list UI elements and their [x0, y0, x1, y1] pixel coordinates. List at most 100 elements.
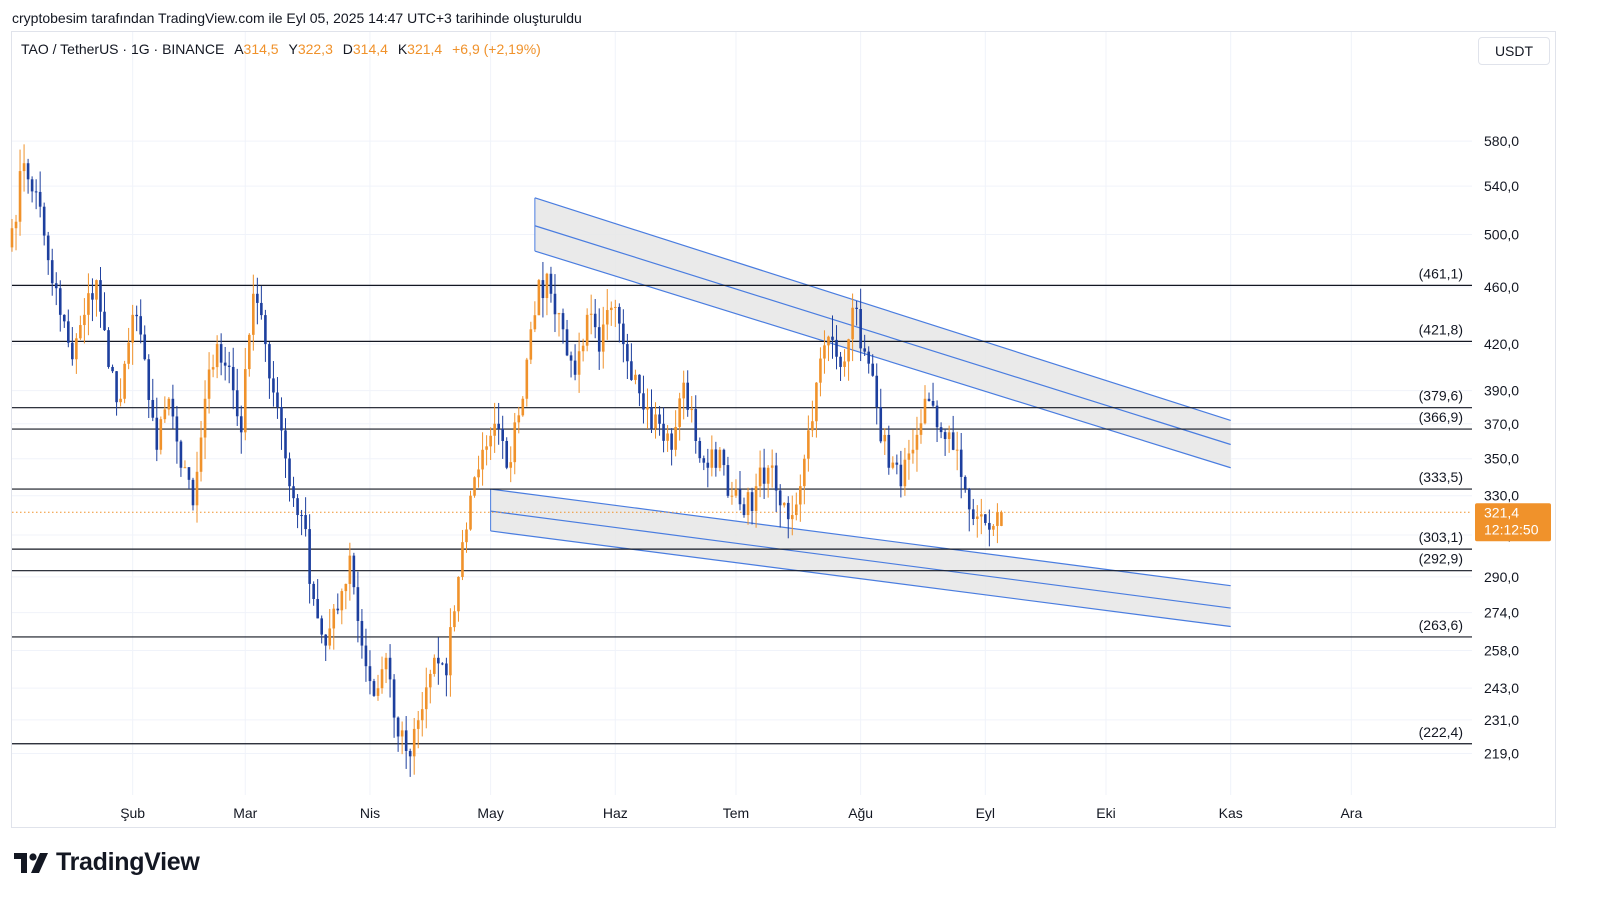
- candle-body: [694, 409, 698, 442]
- currency-button[interactable]: USDT: [1478, 37, 1550, 65]
- candle-body: [730, 495, 734, 497]
- candle-body: [441, 663, 444, 665]
- candle-body: [151, 399, 155, 418]
- candle-body: [988, 522, 991, 530]
- candle-body: [537, 280, 541, 316]
- candle-body: [83, 314, 86, 326]
- candle-body: [762, 467, 766, 484]
- x-tick-label: Ara: [1340, 805, 1362, 821]
- symbol-legend[interactable]: TAO / TetherUS · 1G · BINANCE A314,5 Y32…: [21, 41, 541, 57]
- candle-body: [292, 486, 295, 499]
- candle-body: [272, 378, 275, 393]
- candle-body: [541, 280, 545, 299]
- x-tick-label: Mar: [233, 805, 257, 821]
- symbol-name[interactable]: TAO / TetherUS · 1G · BINANCE: [21, 41, 225, 57]
- candle-body: [320, 618, 323, 635]
- candle-body: [742, 504, 746, 516]
- candle-body: [111, 366, 114, 372]
- y-tick-label: 219,0: [1484, 745, 1519, 761]
- candle-body: [243, 369, 247, 433]
- candle-body: [573, 360, 577, 375]
- candle-body: [115, 371, 118, 403]
- lower-channel-line-2: [490, 530, 1231, 628]
- candle-body: [569, 355, 573, 361]
- candle-body: [827, 336, 830, 346]
- level-label: (333,5): [1419, 469, 1463, 485]
- candle-body: [380, 669, 384, 689]
- candle-body: [428, 673, 432, 688]
- candle-body: [883, 434, 887, 442]
- candle-body: [95, 280, 98, 300]
- candle-body: [927, 398, 931, 401]
- candle-body: [955, 449, 959, 451]
- candle-body: [851, 307, 854, 340]
- candle-body: [34, 191, 38, 193]
- candle-body: [91, 293, 94, 300]
- open-value: 314,5: [243, 41, 279, 57]
- candle-body: [67, 321, 70, 343]
- candle-body: [923, 398, 927, 424]
- candle-body: [412, 728, 416, 757]
- candle-body: [557, 313, 561, 315]
- candle-body: [863, 348, 866, 352]
- candle-body: [477, 469, 480, 478]
- candle-body: [585, 314, 589, 346]
- x-tick-label: Kas: [1219, 805, 1243, 821]
- candle-body: [971, 509, 975, 519]
- candle-body: [549, 273, 553, 294]
- candle-body: [819, 358, 822, 383]
- candle-body: [433, 657, 436, 674]
- candle-body: [123, 363, 126, 399]
- candle-body: [235, 390, 239, 417]
- candle-body: [505, 440, 509, 468]
- open-label: A: [234, 41, 244, 57]
- candle-body: [119, 398, 122, 403]
- candle-body: [758, 467, 762, 487]
- candle-body: [650, 407, 653, 429]
- candle-body: [947, 432, 951, 440]
- candle-body: [344, 583, 348, 592]
- candle-body: [280, 407, 283, 431]
- candle-body: [348, 555, 352, 584]
- candle-body: [203, 398, 207, 438]
- candle-body: [887, 434, 891, 468]
- candle-body: [686, 382, 690, 410]
- candle-body: [662, 423, 665, 441]
- candle-body: [445, 663, 448, 676]
- candle-body: [171, 398, 175, 417]
- candle-body: [256, 293, 259, 303]
- close-label: K: [397, 41, 408, 57]
- level-label: (222,4): [1419, 724, 1463, 740]
- y-tick-label: 231,0: [1484, 712, 1519, 728]
- candle-body: [147, 359, 151, 400]
- candle-body: [199, 437, 203, 472]
- candle-body: [614, 306, 617, 308]
- candle-body: [223, 362, 227, 366]
- candle-body: [18, 171, 22, 222]
- candle-body: [581, 345, 585, 352]
- candle-body: [726, 465, 730, 496]
- candle-body: [284, 430, 287, 459]
- brand-name: TradingView: [56, 848, 200, 876]
- candle-body: [895, 462, 899, 465]
- x-tick-label: Haz: [603, 805, 628, 821]
- candle-body: [843, 361, 846, 367]
- candle-body: [951, 432, 955, 450]
- lower-channel-line-1: [490, 510, 1231, 609]
- candle-body: [674, 426, 677, 450]
- candle-body: [372, 681, 376, 696]
- candle-body: [626, 344, 629, 362]
- candle-body: [618, 306, 621, 324]
- candle-body: [879, 407, 883, 442]
- candle-body: [10, 228, 14, 248]
- tradingview-brand[interactable]: TradingView: [12, 848, 200, 877]
- y-tick-label: 540,0: [1484, 178, 1519, 194]
- candle-body: [782, 502, 786, 506]
- candle-body: [666, 433, 669, 441]
- y-tick-label: 258,0: [1484, 642, 1519, 658]
- candle-body: [807, 430, 810, 459]
- candle-body: [935, 405, 939, 428]
- candle-body: [786, 502, 790, 520]
- candle-body: [593, 313, 597, 328]
